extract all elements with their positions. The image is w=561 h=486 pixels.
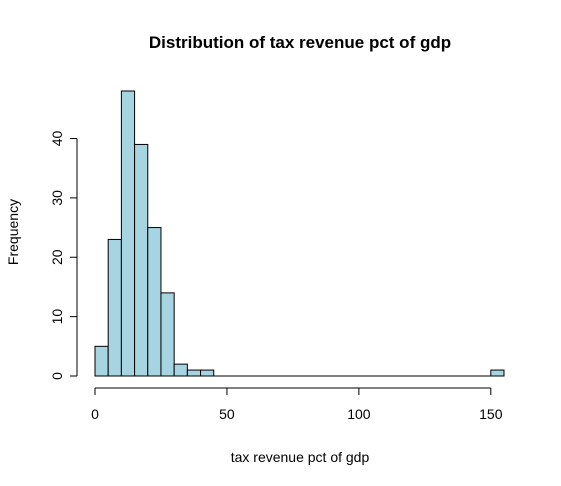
histogram-bar (134, 143, 149, 377)
histogram-bar (160, 292, 175, 377)
bars-group (94, 90, 505, 377)
y-tick-label: 30 (49, 190, 65, 206)
y-tick-label: 0 (49, 372, 65, 380)
histogram-bar (147, 227, 162, 377)
histogram-bar (120, 90, 136, 377)
histogram-bar (173, 363, 188, 377)
histogram-bar (186, 369, 202, 377)
y-axis-label: Frequency (5, 199, 21, 265)
y-tick-label: 20 (49, 249, 65, 265)
x-axis: 0 50 100 150 (91, 387, 503, 422)
histogram-bar (107, 238, 122, 377)
histogram-bar (490, 369, 505, 377)
x-tick-label: 150 (479, 406, 503, 422)
y-tick-label: 40 (49, 131, 65, 147)
x-tick-label: 0 (91, 406, 99, 422)
histogram-bar (200, 369, 215, 377)
x-tick-label: 50 (219, 406, 235, 422)
x-axis-label: tax revenue pct of gdp (231, 449, 370, 465)
y-axis: 0 10 20 30 40 (49, 131, 78, 380)
x-tick-label: 100 (347, 406, 371, 422)
histogram-bar (94, 345, 109, 377)
chart-title: Distribution of tax revenue pct of gdp (149, 33, 451, 52)
y-tick-label: 10 (49, 309, 65, 325)
